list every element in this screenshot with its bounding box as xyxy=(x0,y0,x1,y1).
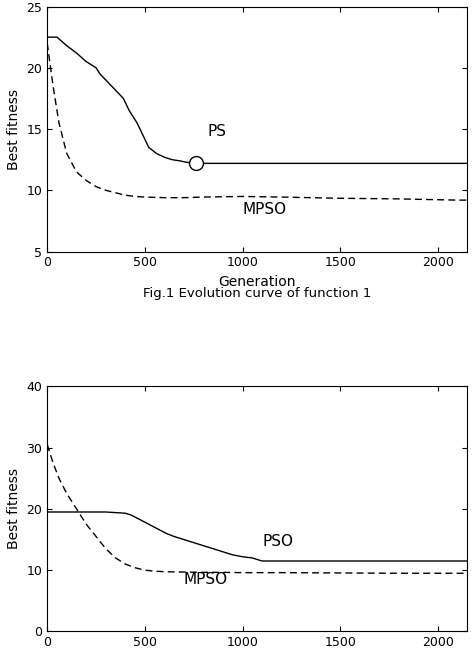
Text: PS: PS xyxy=(207,124,227,139)
Text: MPSO: MPSO xyxy=(184,572,228,587)
Text: PSO: PSO xyxy=(262,534,293,549)
Text: MPSO: MPSO xyxy=(243,202,287,217)
Y-axis label: Best fitness: Best fitness xyxy=(7,469,21,549)
Y-axis label: Best fitness: Best fitness xyxy=(7,89,21,169)
X-axis label: Generation: Generation xyxy=(219,275,296,289)
Text: Fig.1 Evolution curve of function 1: Fig.1 Evolution curve of function 1 xyxy=(143,287,371,300)
